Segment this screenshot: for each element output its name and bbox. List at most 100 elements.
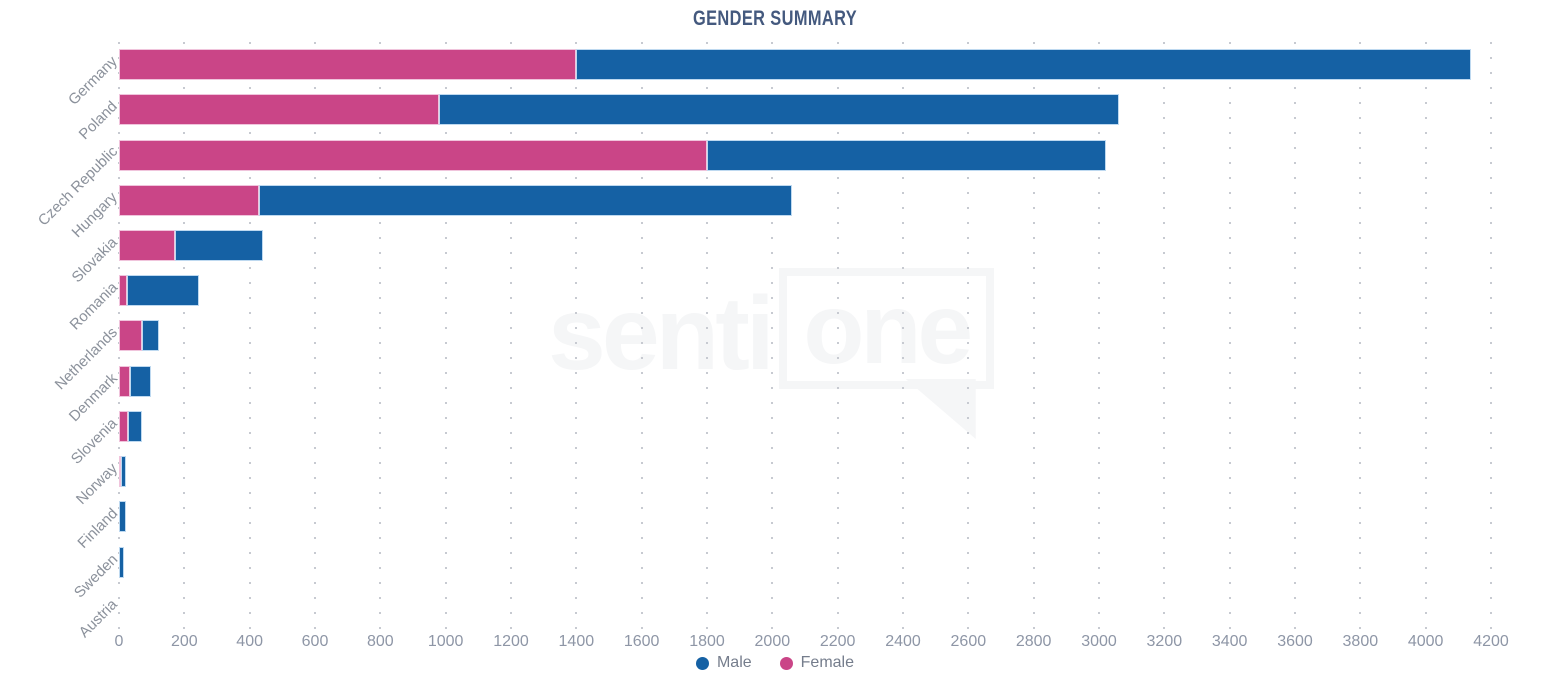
x-tick-label: 2200: [819, 633, 856, 650]
gridline: [1228, 42, 1231, 630]
x-tick-label: 1400: [558, 633, 595, 650]
x-tick-label: 4200: [1473, 633, 1509, 650]
x-tick-label: 3800: [1342, 633, 1379, 650]
gridline: [1424, 42, 1427, 630]
x-axis-ticks: 0 200 400 600 800 1000 1200 1400 1600 1800 2000 220…: [115, 633, 1509, 653]
bar-row-czech-republic: [119, 132, 1491, 177]
gridline: [640, 42, 643, 630]
x-tick-label: 1200: [493, 633, 529, 650]
category-labels: Germany Poland Czech Republic Hungary Slovak…: [0, 42, 122, 641]
bar-segment-male-hungary[interactable]: [259, 184, 792, 216]
legend-marker-female-icon: [779, 656, 793, 670]
gridline: [902, 42, 904, 630]
legend-marker-male-icon: [695, 656, 709, 670]
gridline: [314, 42, 316, 630]
bar-row-poland: [119, 87, 1491, 132]
legend-item-male[interactable]: Male: [695, 654, 752, 672]
gridline: [1098, 42, 1100, 630]
category-label: Finland: [74, 505, 122, 553]
legend: Male Female: [0, 654, 1550, 672]
gridlines: [118, 42, 1492, 630]
gridline: [1490, 42, 1492, 630]
x-tick-label: 400: [236, 633, 264, 650]
bar-segment-male-sweden[interactable]: [119, 546, 124, 578]
bar-segment-male-denmark[interactable]: [130, 365, 151, 397]
x-tick-label: 800: [366, 633, 394, 650]
gridline: [706, 42, 708, 630]
x-tick-label: 2000: [754, 633, 791, 650]
bar-segment-female-germany[interactable]: [119, 49, 577, 81]
bar-segment-male-romania[interactable]: [127, 275, 200, 307]
bar-segment-female-czech-republic[interactable]: [119, 139, 707, 171]
x-tick-label: 1600: [623, 633, 660, 650]
bar-segment-female-denmark[interactable]: [119, 365, 131, 397]
bar-row-slovenia: [119, 404, 1491, 449]
bar-segment-female-slovakia[interactable]: [119, 230, 175, 262]
category-label: Germany: [65, 53, 122, 109]
bar-row-norway: [119, 449, 1491, 494]
bar-row-austria: [119, 585, 1491, 630]
bar-segment-male-germany[interactable]: [576, 49, 1472, 81]
x-tick-label: 0: [114, 633, 124, 650]
x-tick-label: 3400: [1211, 633, 1248, 650]
bar-segment-male-poland[interactable]: [439, 94, 1119, 126]
category-label: Sweden: [70, 550, 122, 601]
legend-label: Male: [716, 654, 752, 671]
gridline: [836, 42, 839, 630]
x-tick-label: 4000: [1407, 633, 1444, 650]
legend-label: Female: [800, 654, 855, 671]
gridline: [379, 42, 382, 630]
x-tick-label: 3200: [1146, 633, 1183, 650]
bar-segment-male-slovenia[interactable]: [128, 410, 142, 442]
x-tick-label: 2800: [1015, 633, 1052, 650]
bar-segment-female-slovenia[interactable]: [119, 410, 129, 442]
x-tick-label: 2400: [885, 633, 921, 650]
watermark-text-one: one: [803, 272, 973, 385]
x-tick-label: 600: [301, 633, 329, 650]
bar-segment-female-romania[interactable]: [119, 275, 128, 307]
x-tick-label: 3000: [1081, 633, 1117, 650]
gridline: [183, 42, 186, 630]
category-label: Romania: [66, 279, 122, 334]
watermark-text-senti: senti: [548, 276, 775, 392]
plot-area: [118, 42, 1492, 630]
chart-title: GENDER SUMMARY: [692, 7, 858, 30]
gridline: [1163, 42, 1166, 630]
bar-row-sweden: [119, 540, 1491, 585]
bar-segment-female-norway[interactable]: [119, 456, 121, 488]
bar-segment-female-netherlands[interactable]: [119, 320, 142, 352]
bar-row-finland: [119, 494, 1491, 539]
bars-layer: [119, 42, 1491, 630]
x-tick-label: 200: [170, 633, 198, 650]
gridline: [1032, 42, 1035, 630]
bar-row-germany: [119, 42, 1491, 87]
x-tick-label: 3600: [1277, 633, 1313, 650]
bar-segment-male-norway[interactable]: [121, 456, 126, 488]
category-label: Czech Republic: [34, 143, 122, 230]
gridline: [1294, 42, 1296, 630]
gridline: [248, 42, 251, 630]
gridline: [967, 42, 970, 630]
category-label: Slovakia: [68, 233, 122, 287]
gridline: [1359, 42, 1362, 630]
x-tick-label: 2600: [950, 633, 987, 650]
bar-segment-female-hungary[interactable]: [119, 184, 260, 216]
bar-row-slovakia: [119, 223, 1491, 268]
bar-segment-male-slovakia[interactable]: [174, 230, 263, 262]
bar-row-hungary: [119, 178, 1491, 223]
gridline: [510, 42, 512, 630]
bar-segment-male-netherlands[interactable]: [141, 320, 159, 352]
bar-segment-male-czech-republic[interactable]: [707, 139, 1106, 171]
legend-item-female[interactable]: Female: [779, 654, 855, 672]
x-tick-label: 1000: [427, 633, 464, 650]
bar-segment-male-finland[interactable]: [119, 501, 126, 533]
bar-row-romania: [119, 268, 1491, 313]
gridline: [575, 42, 578, 630]
gridline: [444, 42, 447, 630]
bar-segment-female-poland[interactable]: [119, 94, 440, 126]
bar-row-denmark: [119, 359, 1491, 404]
category-label: Poland: [75, 98, 122, 144]
bar-row-netherlands: [119, 313, 1491, 358]
x-tick-label: 1800: [689, 633, 725, 650]
